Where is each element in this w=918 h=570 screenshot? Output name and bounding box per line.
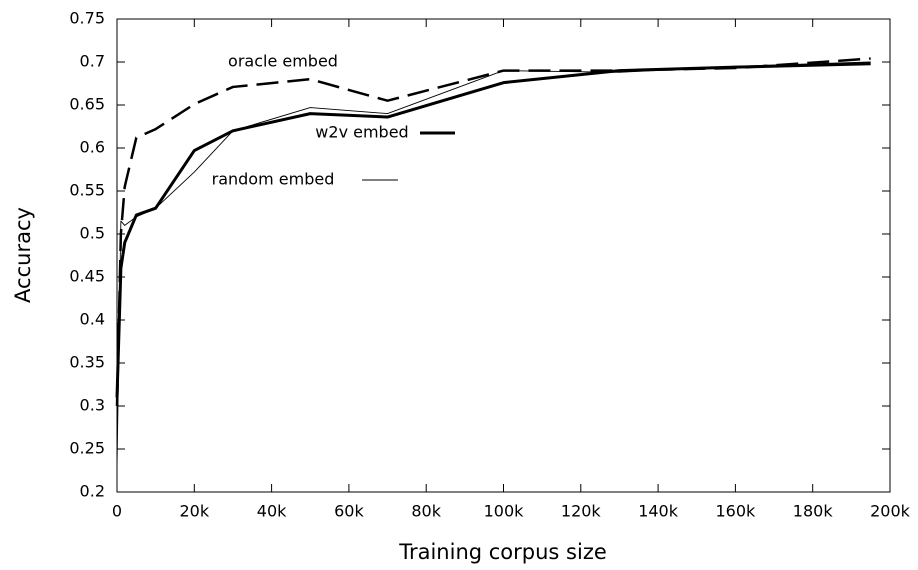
x-tick-label: 120k <box>561 502 602 521</box>
y-axis-label: Accuracy <box>11 207 35 303</box>
data-line <box>116 61 871 467</box>
x-tick-label: 0 <box>112 502 122 521</box>
y-tick-label: 0.4 <box>80 310 105 329</box>
x-tick-label: 160k <box>715 502 756 521</box>
y-tick-label: 0.55 <box>69 181 105 200</box>
y-tick-label: 0.35 <box>69 353 105 372</box>
x-tick-label: 40k <box>257 502 287 521</box>
x-tick-label: 140k <box>638 502 679 521</box>
x-tick-label: 200k <box>870 502 911 521</box>
data-line <box>115 57 871 407</box>
legend-label: w2v embed <box>315 123 408 142</box>
x-tick-label: 20k <box>179 502 209 521</box>
x-tick-label: 180k <box>793 502 834 521</box>
legend-label: oracle embed <box>228 52 338 71</box>
y-tick-label: 0.25 <box>69 439 105 458</box>
y-tick-label: 0.75 <box>69 9 105 28</box>
plot-frame <box>116 18 891 493</box>
x-tick-label: 100k <box>484 502 525 521</box>
x-axis-label: Training corpus size <box>398 540 607 564</box>
y-tick-label: 0.45 <box>69 267 105 286</box>
data-line <box>115 62 871 398</box>
x-tick-label: 80k <box>411 502 441 521</box>
y-tick-label: 0.6 <box>80 138 105 157</box>
y-tick-label: 0.65 <box>69 95 105 114</box>
y-tick-label: 0.3 <box>80 396 105 415</box>
y-tick-label: 0.7 <box>80 52 105 71</box>
y-tick-label: 0.2 <box>80 482 105 501</box>
legend-label: random embed <box>212 170 335 189</box>
x-tick-label: 60k <box>334 502 364 521</box>
y-tick-label: 0.5 <box>80 224 105 243</box>
